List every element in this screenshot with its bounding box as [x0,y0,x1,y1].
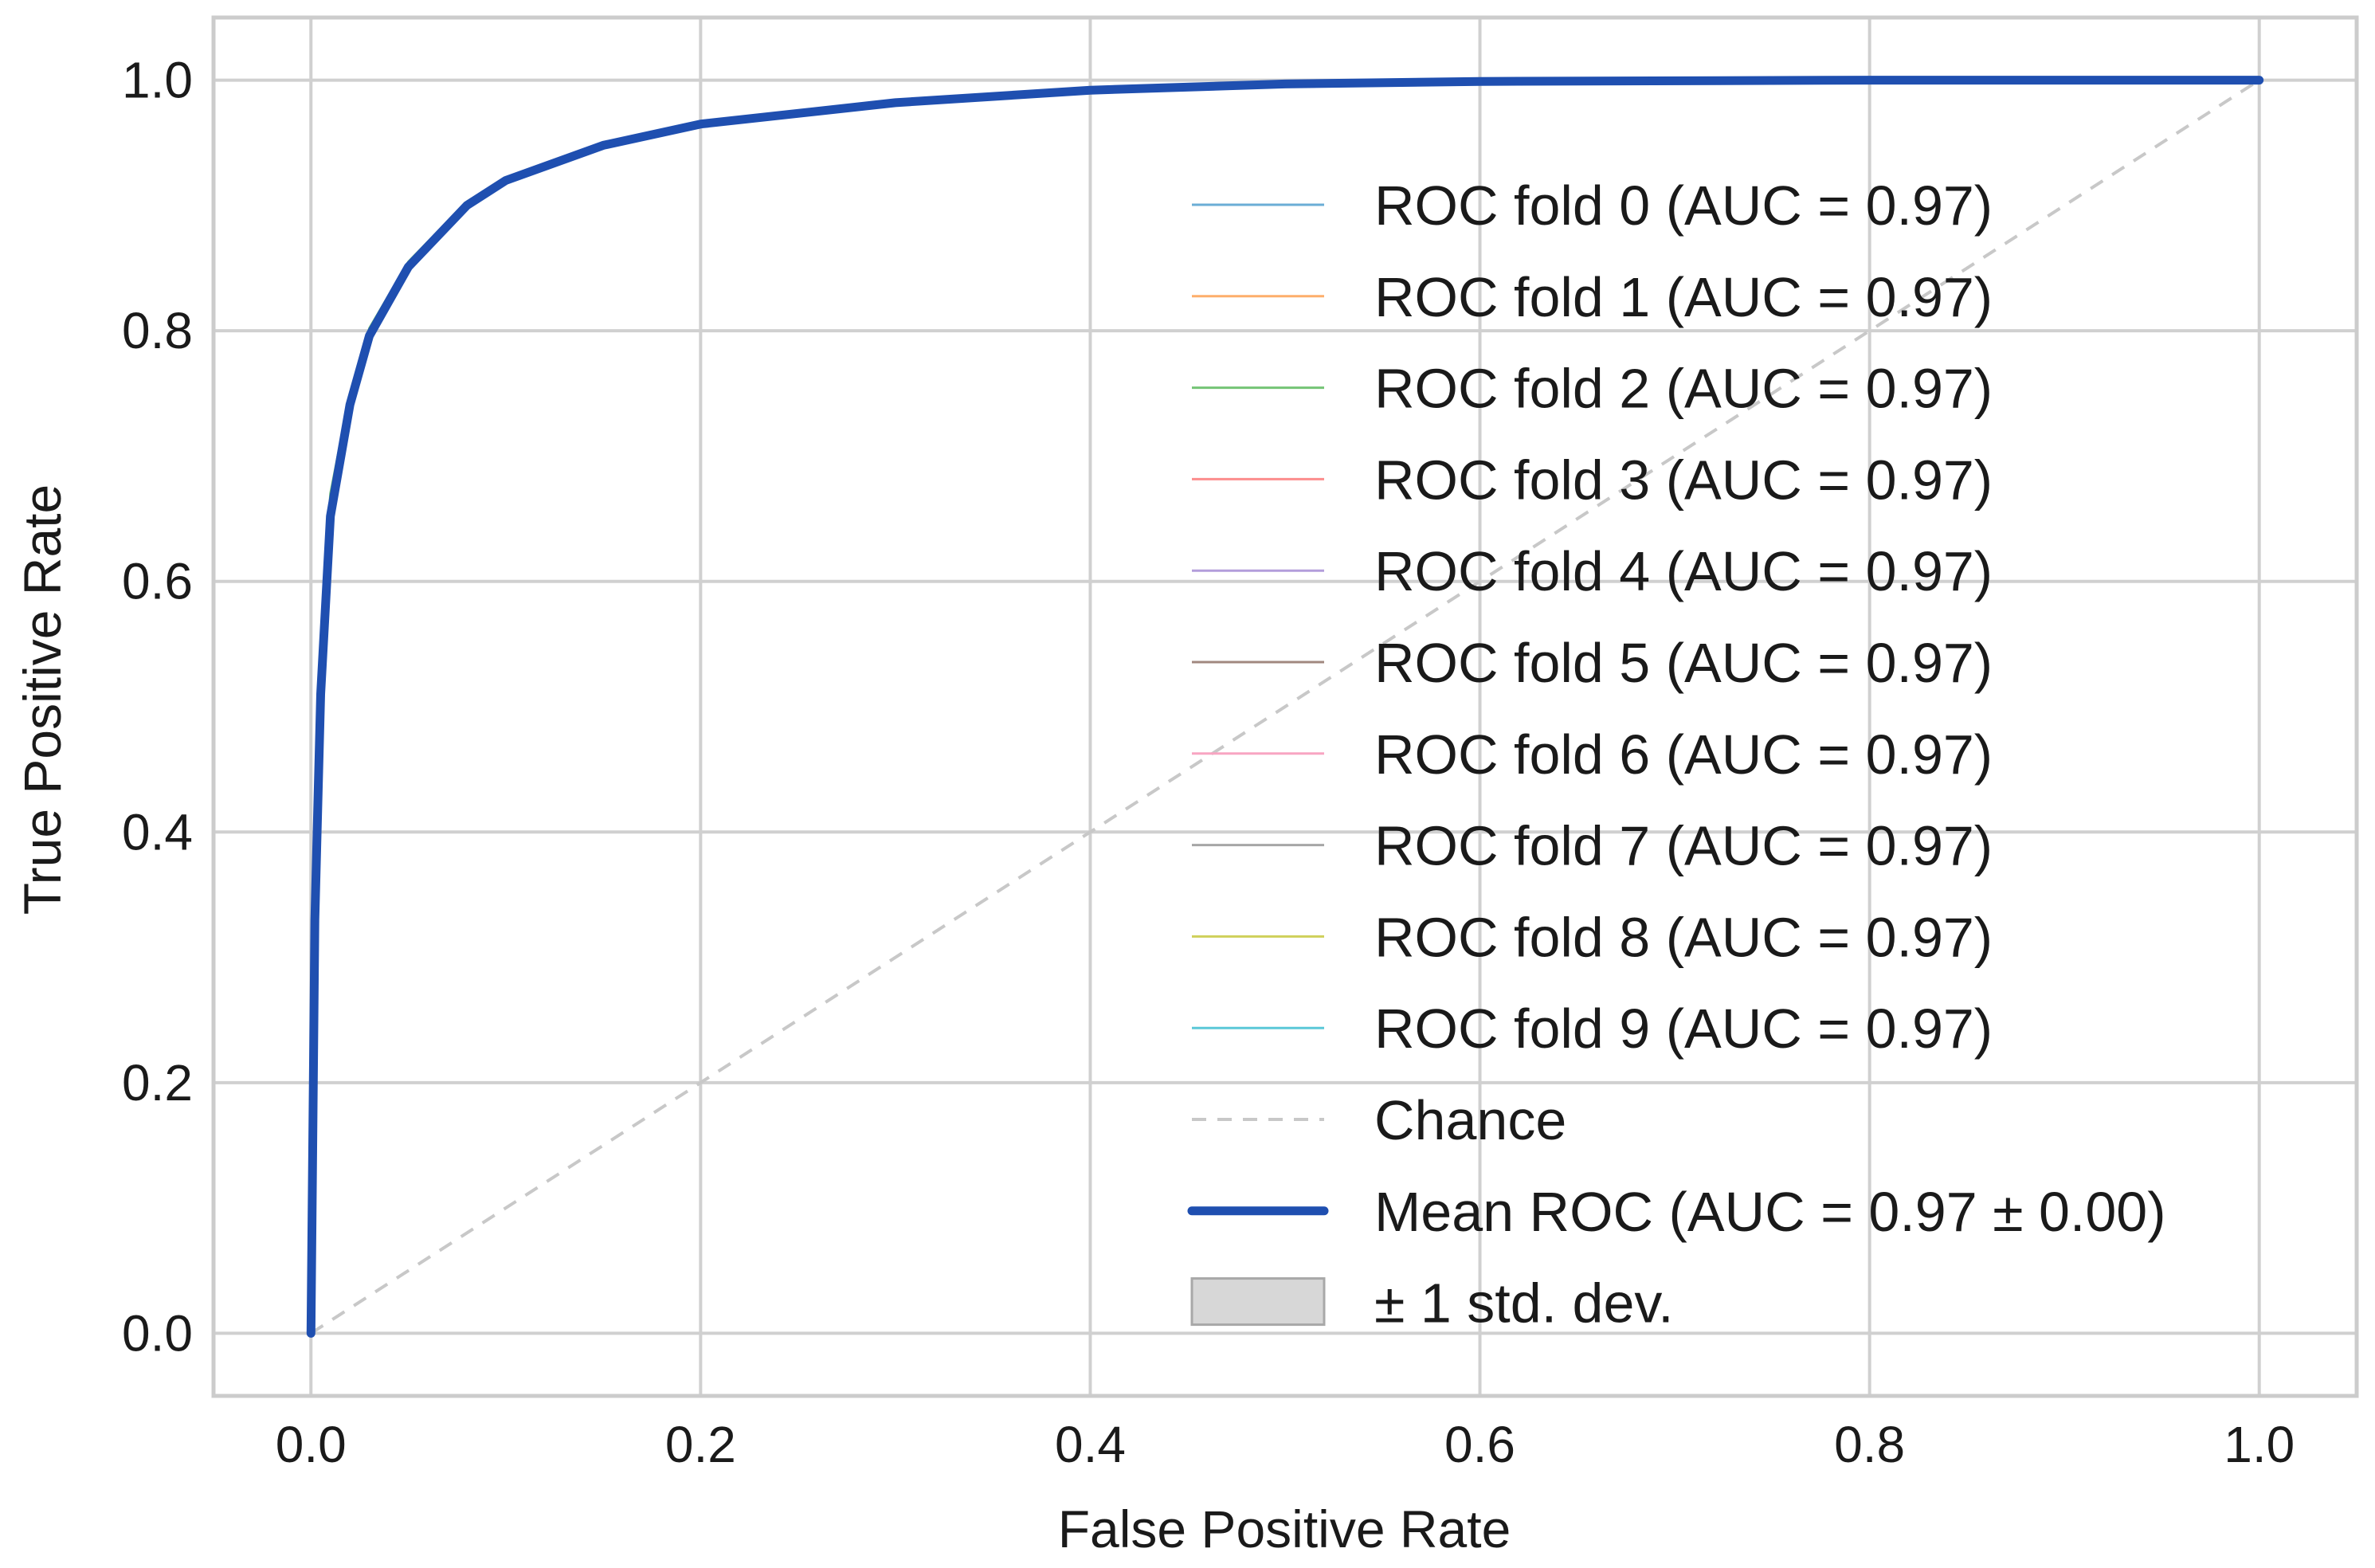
series-line-10 [310,78,2260,1335]
legend-entry-label: ROC fold 1 (AUC = 0.97) [1374,266,1993,328]
legend-entry-label: ROC fold 5 (AUC = 0.97) [1374,632,1993,694]
legend-entry-label: ROC fold 0 (AUC = 0.97) [1374,174,1993,237]
legend-entry-label: Chance [1374,1089,1566,1151]
y-tick-label: 1.0 [122,52,193,109]
series-line-11 [306,76,2264,1338]
legend-entry-label: ROC fold 8 (AUC = 0.97) [1374,906,1993,968]
legend-entry-label: Mean ROC (AUC = 0.97 ± 0.00) [1374,1181,2166,1243]
y-axis-label: True Positive Rate [13,484,72,915]
y-tick-label: 0.6 [122,553,193,610]
y-tick-label: 0.8 [122,302,193,359]
x-tick-label: 1.0 [2224,1416,2295,1473]
y-tick-label: 0.2 [122,1054,193,1111]
legend: ROC fold 0 (AUC = 0.97) ROC fold 1 (AUC =… [1187,174,2166,1335]
x-tick-label: 0.2 [665,1416,736,1473]
legend-entry-label: ROC fold 3 (AUC = 0.97) [1374,449,1993,511]
x-axis-ticks: 0.0 0.2 0.4 0.6 0.8 1.0 [276,1416,2295,1473]
legend-entry-label: ROC fold 2 (AUC = 0.97) [1374,358,1993,420]
legend-entry-label: ROC fold 7 (AUC = 0.97) [1374,815,1993,877]
series-layer [306,76,2264,1338]
plot-frame [211,15,2359,1398]
grid-lines [214,18,2357,1396]
x-tick-label: 0.0 [276,1416,347,1473]
legend-entry-label: ROC fold 9 (AUC = 0.97) [1374,998,1993,1060]
y-axis-ticks: 0.0 0.2 0.4 0.6 0.8 1.0 [122,52,193,1362]
y-tick-label: 0.4 [122,803,193,860]
legend-entry-label: ROC fold 6 (AUC = 0.97) [1374,723,1993,786]
legend-entry-label: ROC fold 4 (AUC = 0.97) [1374,540,1993,602]
x-tick-label: 0.6 [1444,1416,1515,1473]
legend-entry-label: ± 1 std. dev. [1374,1272,1674,1335]
y-tick-label: 0.0 [122,1304,193,1362]
legend-swatch-std-dev [1190,1277,1326,1327]
x-axis-label: False Positive Rate [1058,1499,1511,1558]
x-tick-label: 0.8 [1834,1416,1905,1473]
x-tick-label: 0.4 [1055,1416,1126,1473]
